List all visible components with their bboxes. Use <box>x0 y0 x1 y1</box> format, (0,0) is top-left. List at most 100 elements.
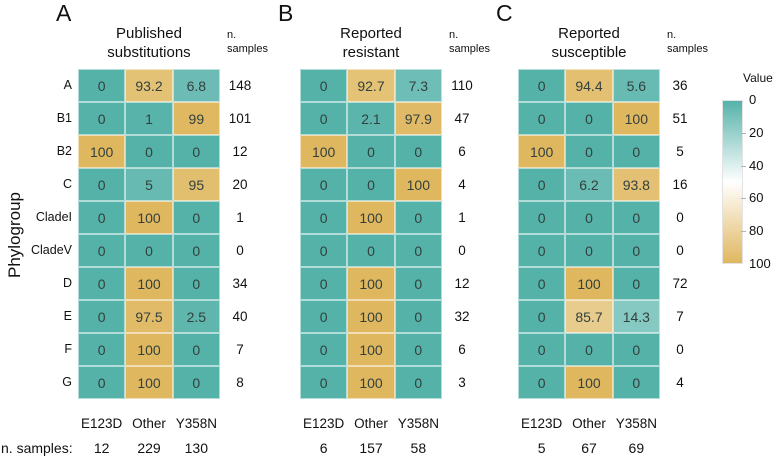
heatmap-cell: 0 <box>300 234 348 267</box>
heatmap-cell: 0 <box>172 234 220 267</box>
cell-value: 0 <box>537 374 546 391</box>
heatmap-cell: 100 <box>300 135 348 168</box>
cell-value: 0 <box>192 275 201 292</box>
cell-value: 97.5 <box>135 308 163 325</box>
cell-value: 0 <box>319 242 328 259</box>
cell-value: 92.7 <box>357 77 385 94</box>
heatmap-grid: 0 93.2 6.8 0 1 99 100 0 0 0 5 95 0 100 0 0 0 0 0 100 0 0 97.5 2… <box>78 69 220 399</box>
heatmap-cell: 100 <box>565 366 613 399</box>
cell-value: 93.2 <box>135 77 163 94</box>
heatmap-cell: 100 <box>565 267 613 300</box>
cell-value: 2.1 <box>361 110 381 127</box>
cell-value: 100 <box>137 209 161 226</box>
cell-value: 5 <box>145 176 153 193</box>
cell-value: 0 <box>97 176 106 193</box>
cell-value: 0 <box>537 77 546 94</box>
n-samples-value: 6 <box>458 342 466 357</box>
cell-value: 2.5 <box>186 308 207 325</box>
cell-value: 0 <box>192 143 201 160</box>
heatmap-cell: 0 <box>518 168 566 201</box>
cell-value: 100 <box>529 143 554 160</box>
cell-value: 100 <box>577 275 601 292</box>
panel-title: Reported susceptible <box>509 24 669 62</box>
column-label: E123D <box>521 416 563 431</box>
legend-tick-label: 40 <box>749 157 764 173</box>
cell-value: 100 <box>577 374 601 391</box>
cell-value: 100 <box>311 143 336 160</box>
cell-value: 0 <box>632 374 641 391</box>
cell-value: 0 <box>192 209 201 226</box>
heatmap-cell: 100 <box>347 267 395 300</box>
legend-tick-label: 80 <box>749 223 764 239</box>
cell-value: 0 <box>585 209 593 226</box>
panel-title-line: Published <box>116 25 182 42</box>
cell-value: 100 <box>359 341 383 358</box>
heatmap-cell: 0 <box>394 234 442 267</box>
heatmap-cell: 0 <box>565 333 613 366</box>
panel-title-line: Reported <box>558 25 620 42</box>
cell-value: 0 <box>585 341 593 358</box>
heatmap-cell: 6.2 <box>565 168 613 201</box>
panel-title: Published substitutions <box>69 24 229 62</box>
n-samples-value: 7 <box>236 342 244 357</box>
cell-value: 0 <box>414 242 423 259</box>
heatmap-cell: 0 <box>612 234 660 267</box>
cell-value: 0 <box>537 209 546 226</box>
row-label: F <box>64 342 72 356</box>
cell-value: 100 <box>137 341 161 358</box>
row-label: G <box>62 375 72 389</box>
heatmap-cell: 0 <box>300 201 348 234</box>
heatmap-cell: 0 <box>78 267 126 300</box>
n-samples-value: 47 <box>454 111 470 126</box>
heatmap-cell: 0 <box>300 102 348 135</box>
heatmap-cell: 0 <box>78 102 126 135</box>
legend-tick <box>741 231 746 233</box>
cell-value: 0 <box>145 242 153 259</box>
heatmap-cell: 93.8 <box>612 168 660 201</box>
cell-value: 0 <box>632 242 641 259</box>
heatmap-cell: 0 <box>78 201 126 234</box>
panel-title: Reported resistant <box>291 24 451 62</box>
heatmap-cell: 92.7 <box>347 69 395 102</box>
heatmap-cell: 0 <box>518 267 566 300</box>
cell-value: 100 <box>406 176 430 193</box>
heatmap-cell: 0 <box>300 168 348 201</box>
cell-value: 0 <box>319 110 328 127</box>
n-samples-value: 1 <box>236 210 244 225</box>
cell-value: 0 <box>367 176 375 193</box>
heatmap-cell: 0 <box>78 234 126 267</box>
n-samples-value: 12 <box>454 276 470 291</box>
row-label: B2 <box>56 144 72 158</box>
heatmap-cell: 100 <box>347 201 395 234</box>
heatmap-cell: 0 <box>565 201 613 234</box>
heatmap-cell: 0 <box>394 201 442 234</box>
heatmap-cell: 0 <box>300 267 348 300</box>
heatmap-cell: 5.6 <box>612 69 660 102</box>
heatmap-cell: 2.5 <box>172 300 220 333</box>
n-samples-value: 110 <box>451 78 473 93</box>
cell-value: 0 <box>97 341 106 358</box>
cell-value: 0 <box>537 110 546 127</box>
heatmap-cell: 0 <box>565 102 613 135</box>
heatmap-cell: 0 <box>78 168 126 201</box>
cell-value: 0 <box>192 242 201 259</box>
column-total: 229 <box>137 440 161 456</box>
cell-value: 100 <box>359 209 383 226</box>
heatmap-cell: 0 <box>347 135 395 168</box>
heatmap-cell: 0 <box>78 300 126 333</box>
heatmap-cell: 0 <box>78 366 126 399</box>
n-samples-header-line: samples <box>227 43 268 55</box>
cell-value: 94.4 <box>575 77 603 94</box>
n-samples-value: 36 <box>672 78 688 93</box>
column-label: E123D <box>303 416 345 431</box>
cell-value: 0 <box>319 77 328 94</box>
legend-tick <box>741 198 746 200</box>
column-label: Y358N <box>615 416 657 431</box>
n-samples-value: 16 <box>672 177 688 192</box>
column-total: 69 <box>628 440 645 456</box>
n-samples-value: 5 <box>676 144 684 159</box>
cell-value: 0 <box>145 143 153 160</box>
cell-value: 7.3 <box>408 77 429 94</box>
panel-title-line: Reported <box>340 25 402 42</box>
cell-value: 0 <box>97 374 106 391</box>
